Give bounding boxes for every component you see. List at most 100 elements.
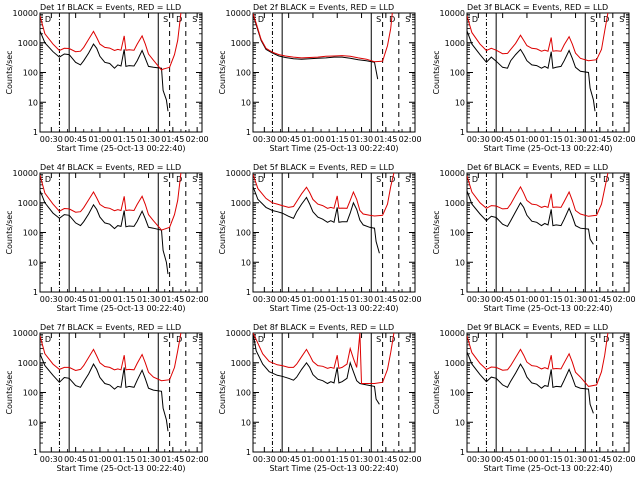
x-tick-label: 01:30: [564, 295, 587, 304]
x-tick-label: 01:15: [540, 135, 563, 144]
x-tick-label: 02:00: [186, 455, 209, 464]
x-tick-label: 02:00: [613, 455, 636, 464]
x-tick-label: 00:45: [277, 295, 300, 304]
y-tick-label: 100: [23, 229, 38, 238]
x-tick-label: 00:30: [253, 135, 276, 144]
y-tick-label: 10: [455, 418, 465, 427]
x-tick-label: 00:30: [40, 295, 63, 304]
y-tick-label: 1000: [445, 199, 465, 208]
events-series-line: [40, 30, 169, 112]
x-tick-label: 01:45: [588, 135, 611, 144]
x-tick-label: 01:15: [540, 295, 563, 304]
events-series-line: [40, 190, 169, 275]
corner-marker-label: D: [258, 175, 264, 184]
x-tick-label: 01:15: [113, 455, 136, 464]
x-axis-label: Start Time (25-Oct-13 00:22:40): [269, 304, 398, 313]
x-tick-label: 02:00: [613, 135, 636, 144]
x-tick-label: 01:45: [374, 455, 397, 464]
events-series-line: [467, 351, 594, 414]
corner-marker-label: S: [192, 175, 197, 184]
x-axis-label: Start Time (25-Oct-13 00:22:40): [483, 464, 612, 473]
corner-marker-label: D: [472, 175, 478, 184]
y-axis-label: Counts/sec: [432, 50, 441, 94]
y-tick-label: 100: [450, 69, 465, 78]
x-tick-label: 00:30: [253, 455, 276, 464]
x-tick-label: 01:45: [161, 455, 184, 464]
corner-marker-label: D: [603, 335, 609, 344]
corner-marker-label: D: [45, 335, 51, 344]
x-axis-label: Start Time (25-Oct-13 00:22:40): [483, 304, 612, 313]
y-tick-label: 10000: [13, 9, 38, 18]
corner-marker-label: S: [619, 15, 624, 24]
y-tick-label: 10000: [13, 329, 38, 338]
y-tick-label: 100: [236, 389, 251, 398]
panel-4: Det 4f BLACK = Events, RED = LLD 1 10 100 10…: [5, 163, 209, 313]
x-tick-label: 00:30: [467, 135, 490, 144]
x-tick-label: 01:30: [564, 135, 587, 144]
y-tick-label: 10: [241, 258, 251, 267]
y-tick-label: 10000: [226, 9, 251, 18]
y-tick-label: 10000: [13, 169, 38, 178]
x-tick-label: 01:15: [326, 455, 349, 464]
x-tick-label: 00:45: [64, 135, 87, 144]
lld-series-line: [467, 173, 609, 217]
x-tick-label: 02:00: [186, 295, 209, 304]
y-tick-label: 1000: [231, 39, 251, 48]
x-tick-label: 01:00: [515, 455, 538, 464]
x-tick-label: 00:30: [40, 135, 63, 144]
x-tick-label: 00:45: [491, 455, 514, 464]
corner-marker-label: S: [405, 335, 410, 344]
y-tick-label: 10: [28, 258, 38, 267]
x-tick-label: 00:30: [253, 295, 276, 304]
panel-title: Det 3f BLACK = Events, RED = LLD: [467, 3, 608, 12]
plot-frame: [466, 332, 630, 453]
x-tick-label: 01:45: [161, 295, 184, 304]
panel-9: Det 9f BLACK = Events, RED = LLD 1 10 100 10…: [432, 323, 636, 473]
panel-1: Det 1f BLACK = Events, RED = LLD 1 10 100 10…: [5, 3, 209, 153]
corner-marker-label: S: [619, 335, 624, 344]
y-tick-label: 1000: [18, 359, 38, 368]
y-axis-label: Counts/sec: [5, 210, 14, 254]
y-tick-label: 1: [33, 448, 38, 457]
x-tick-label: 00:30: [40, 455, 63, 464]
corner-marker-label: S: [163, 15, 168, 24]
panel-title: Det 8f BLACK = Events, RED = LLD: [253, 323, 394, 332]
lld-series-line: [467, 333, 609, 387]
y-axis-label: Counts/sec: [432, 210, 441, 254]
events-series-line: [253, 186, 380, 254]
y-tick-label: 1: [460, 448, 465, 457]
x-tick-label: 01:30: [137, 135, 160, 144]
panel-title: Det 1f BLACK = Events, RED = LLD: [40, 3, 181, 12]
y-tick-label: 1000: [445, 359, 465, 368]
x-tick-label: 00:30: [467, 455, 490, 464]
y-tick-label: 1: [460, 128, 465, 137]
corner-marker-label: S: [590, 175, 595, 184]
x-tick-label: 01:30: [350, 455, 373, 464]
y-axis-label: Counts/sec: [218, 210, 227, 254]
lld-series-line: [40, 13, 182, 71]
corner-marker-label: D: [603, 15, 609, 24]
panel-title: Det 4f BLACK = Events, RED = LLD: [40, 163, 181, 172]
y-tick-label: 1000: [445, 39, 465, 48]
panel-title: Det 6f BLACK = Events, RED = LLD: [467, 163, 608, 172]
x-tick-label: 01:00: [301, 455, 324, 464]
y-tick-label: 10: [241, 98, 251, 107]
y-tick-label: 100: [450, 229, 465, 238]
panel-6: Det 6f BLACK = Events, RED = LLD 1 10 100 10…: [432, 163, 636, 313]
y-tick-label: 1: [33, 288, 38, 297]
x-tick-label: 01:00: [301, 135, 324, 144]
y-axis-label: Counts/sec: [218, 370, 227, 414]
corner-marker-label: D: [472, 335, 478, 344]
x-tick-label: 00:45: [491, 135, 514, 144]
corner-marker-label: D: [45, 15, 51, 24]
events-series-line: [467, 30, 596, 112]
panel-3: Det 3f BLACK = Events, RED = LLD 1 10 100 10…: [432, 3, 636, 153]
y-tick-label: 100: [450, 389, 465, 398]
y-tick-label: 100: [23, 69, 38, 78]
lld-series-line: [40, 333, 182, 382]
x-tick-label: 01:30: [564, 455, 587, 464]
y-axis-label: Counts/sec: [5, 370, 14, 414]
y-tick-label: 10: [28, 98, 38, 107]
x-tick-label: 01:00: [88, 295, 111, 304]
x-tick-label: 01:30: [137, 455, 160, 464]
